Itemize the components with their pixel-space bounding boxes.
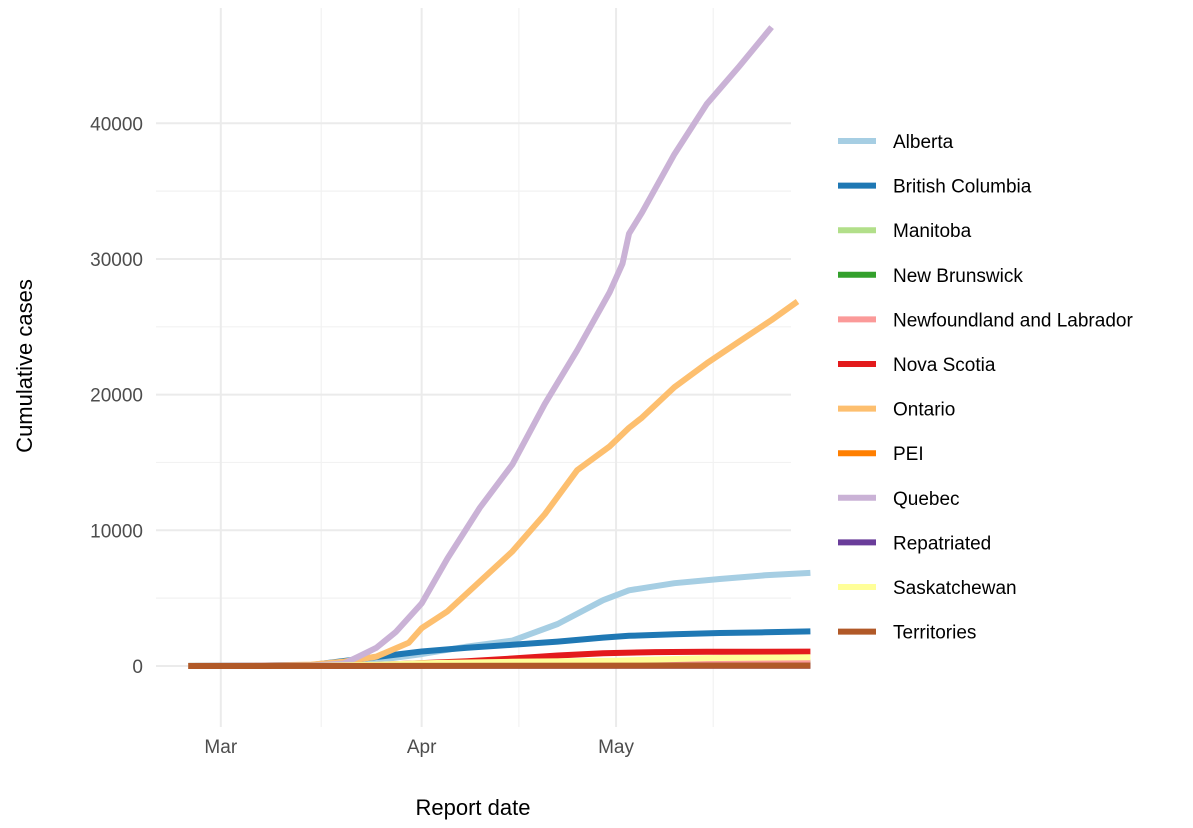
legend-label: Ontario [893, 400, 955, 421]
y-tick-label: 10000 [90, 521, 143, 542]
x-tick-label: Apr [407, 737, 437, 758]
legend: Alberta British Columbia Manitoba New Bruns… [838, 132, 1133, 644]
y-tick-label: 0 [132, 657, 143, 678]
x-tick-label: Mar [204, 737, 237, 758]
legend-label: Saskatchewan [893, 578, 1017, 599]
legend-label: Manitoba [893, 221, 972, 242]
legend-label: Quebec [893, 489, 960, 510]
legend-label: Newfoundland and Labrador [893, 310, 1133, 331]
series-line-ontario [188, 302, 797, 666]
legend-label: British Columbia [893, 177, 1032, 198]
x-axis-title: Report date [416, 795, 531, 820]
x-tick-label: May [598, 737, 634, 758]
y-tick-label: 30000 [90, 250, 143, 271]
y-axis-ticks: 0 10000 20000 30000 40000 [90, 114, 143, 678]
legend-label: Territories [893, 623, 976, 644]
y-tick-label: 40000 [90, 114, 143, 135]
legend-label: New Brunswick [893, 266, 1023, 287]
legend-label: Alberta [893, 132, 954, 153]
legend-label: PEI [893, 444, 924, 465]
y-axis-title: Cumulative cases [12, 279, 37, 453]
legend-label: Repatriated [893, 533, 991, 554]
y-tick-label: 20000 [90, 386, 143, 407]
x-axis-ticks: Mar Apr May [204, 737, 634, 758]
legend-label: Nova Scotia [893, 355, 996, 376]
